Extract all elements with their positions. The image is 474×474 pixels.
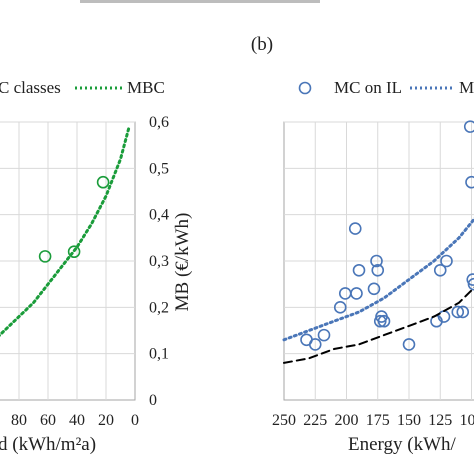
left-y-tick-labels: 0 0,1 0,2 0,3 0,4 0,5 0,6 [149, 114, 169, 409]
left-legend-label-c-classes: C classes [0, 78, 61, 97]
right-legend-label-mc-on-il: MC on IL [334, 78, 402, 97]
y-tick-label: 0,6 [149, 114, 169, 131]
x-tick-label: 250 [272, 412, 296, 429]
y-tick-label: 0 [149, 392, 157, 409]
left-legend-label-mbc: MBC [127, 78, 165, 97]
left-gridlines [0, 121, 135, 400]
data-point [348, 222, 362, 235]
x-tick-label: 60 [40, 412, 56, 429]
right-panel: 250 225 200 175 150 125 100 MC on IL M Energy … [272, 78, 474, 455]
data-point [38, 250, 52, 263]
x-tick-label: 225 [303, 412, 327, 429]
data-point [350, 287, 363, 300]
data-point [377, 314, 391, 328]
data-point [402, 338, 416, 351]
x-tick-label: 20 [98, 412, 114, 429]
x-tick-label: 40 [69, 412, 85, 429]
data-point [67, 245, 81, 259]
panel-label: (b) [251, 34, 273, 55]
data-point [467, 277, 474, 291]
data-point [338, 287, 352, 300]
left-x-axis-label: d (kWh/m²a) [0, 434, 96, 455]
y-tick-label: 0,3 [149, 253, 169, 270]
right-series [282, 120, 474, 364]
data-point [352, 263, 366, 277]
x-tick-label: 125 [428, 412, 452, 429]
left-y-axis-label: MB (€/kWh) [172, 213, 193, 312]
dashed-fit-curve [283, 286, 474, 364]
data-point [308, 338, 322, 351]
data-point [370, 254, 383, 268]
left-x-tick-labels: 80 60 40 20 0 [11, 412, 139, 429]
data-point [96, 175, 110, 189]
x-tick-label: 150 [397, 412, 421, 429]
right-legend-label-m: M [459, 78, 474, 97]
x-tick-label: 200 [335, 412, 359, 429]
left-series [0, 125, 131, 337]
dotted-fit-curve [282, 216, 474, 342]
right-gridlines [284, 121, 474, 400]
data-point [463, 120, 474, 133]
data-point [451, 305, 465, 319]
x-tick-label: 175 [366, 412, 390, 429]
y-tick-label: 0,2 [149, 299, 169, 316]
y-tick-label: 0,5 [149, 160, 169, 177]
data-point [465, 175, 474, 189]
data-point [466, 273, 474, 286]
data-point [333, 301, 347, 314]
dotted-fit-curve [0, 125, 131, 337]
left-panel: 0 0,1 0,2 0,3 0,4 0,5 0,6 80 60 40 20 0 C classes … [0, 78, 193, 455]
data-point [317, 328, 331, 342]
y-tick-label: 0,1 [149, 346, 169, 363]
x-tick-label: 100 [460, 412, 474, 429]
right-x-tick-labels: 250 225 200 175 150 125 100 [272, 412, 474, 429]
data-point [433, 263, 447, 277]
right-legend-swatch-mc-on-il [298, 81, 312, 95]
data-point [440, 254, 453, 268]
x-tick-label: 80 [11, 412, 27, 429]
data-point [456, 305, 470, 319]
data-point [367, 282, 381, 296]
data-point [371, 263, 385, 277]
x-tick-label: 0 [131, 412, 139, 429]
right-x-axis-label: Energy (kWh/ [348, 434, 457, 455]
y-tick-label: 0,4 [149, 207, 169, 224]
cut-caption-strip [80, 0, 320, 3]
left-legend: C classes MBC [0, 78, 165, 97]
right-legend: MC on IL M [298, 78, 474, 97]
